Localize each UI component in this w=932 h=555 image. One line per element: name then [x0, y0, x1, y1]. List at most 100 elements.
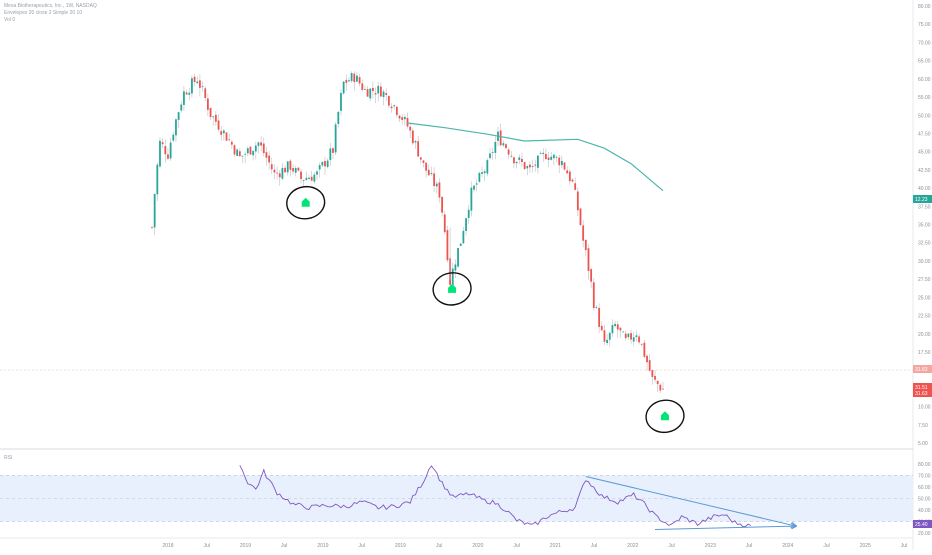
candle-up [635, 335, 638, 338]
candle-up [153, 193, 156, 228]
time-tick-label: Jul [668, 543, 674, 549]
candle-up [254, 145, 257, 152]
candle-down [603, 330, 606, 342]
candle-up [489, 153, 491, 159]
candle-up [156, 164, 159, 195]
candle-down [417, 141, 420, 157]
candle-up [364, 89, 366, 90]
candle-up [180, 104, 183, 111]
candle-down [372, 87, 374, 92]
candle-down [579, 208, 582, 226]
price-tick-label: 75.00 [918, 22, 931, 28]
candle-down [659, 384, 662, 391]
rsi-trendline-upper [585, 475, 796, 526]
candle-up [201, 86, 204, 88]
candle-up [169, 142, 172, 159]
candle-down [513, 157, 515, 164]
candle-up [337, 111, 340, 125]
candle-up [611, 325, 614, 334]
candle-down [361, 83, 364, 90]
candle-up [175, 119, 177, 136]
candle-down [225, 132, 228, 141]
time-tick-label: 2025 [860, 543, 871, 549]
candle-up [542, 152, 545, 154]
candle-down [151, 227, 153, 228]
candle-up [308, 177, 310, 180]
rsi-tick-label: 60.00 [918, 485, 931, 491]
rsi-tick-label: 70.00 [918, 473, 931, 479]
rsi-value-tag-text: 25.40 [915, 522, 928, 528]
price-tick-label: 42.50 [918, 168, 931, 174]
candle-down [390, 106, 393, 109]
candle-up [212, 116, 215, 118]
candle-down [228, 139, 231, 141]
candle-down [651, 370, 654, 377]
candle-down [217, 120, 220, 130]
candle-up [294, 167, 297, 173]
candle-down [499, 130, 502, 146]
candle-up [494, 141, 497, 153]
candle-up [305, 177, 308, 181]
last-price-tag-text: 31.63 [915, 367, 928, 373]
candle-down [587, 248, 590, 271]
candle-down [161, 142, 164, 145]
candle-down [214, 114, 217, 122]
time-tick-label: Jul [358, 543, 364, 549]
candle-down [427, 169, 430, 176]
candle-down [332, 148, 334, 153]
candle-down [654, 376, 656, 380]
price-tick-label: 47.50 [918, 131, 931, 137]
candle-down [521, 158, 523, 163]
candle-down [406, 117, 409, 127]
candle-down [443, 214, 446, 233]
candle-up [403, 116, 406, 120]
rsi-pane-title: RSI [4, 455, 13, 461]
candle-up [451, 268, 454, 286]
candle-up [465, 218, 467, 231]
candle-up [531, 166, 534, 167]
candle-up [539, 153, 542, 154]
candle-up [340, 92, 342, 111]
price-tick-label: 5.00 [918, 441, 928, 447]
candle-up [560, 160, 563, 166]
candle-up [457, 248, 459, 267]
candle-up [286, 161, 289, 173]
candle-up [555, 156, 558, 158]
candle-up [191, 78, 193, 94]
time-tick-label: 2021 [550, 543, 561, 549]
time-tick-label: Jul [746, 543, 752, 549]
candle-down [249, 146, 252, 155]
rsi-tick-label: 80.00 [918, 462, 931, 468]
time-tick-label: Jul [513, 543, 519, 549]
price-tick-label: 50.00 [918, 113, 931, 119]
candle-down [648, 360, 651, 371]
time-tick-label: 2024 [782, 543, 793, 549]
candle-up [515, 161, 518, 164]
candle-down [640, 343, 643, 345]
candle-up [478, 172, 481, 182]
candle-down [385, 93, 388, 95]
candle-down [558, 157, 561, 166]
rsi-trendline-lower [655, 526, 796, 531]
highlight-circle [432, 272, 472, 306]
candle-up [257, 142, 260, 146]
ma-price-tag-bg [913, 195, 932, 203]
candle-down [230, 141, 233, 145]
time-tick-label: 2023 [705, 543, 716, 549]
candle-down [358, 77, 361, 84]
candle-down [353, 73, 356, 83]
candle-up [550, 156, 553, 160]
rsi-line [239, 465, 752, 528]
candle-up [537, 155, 539, 168]
candle-up [318, 165, 321, 170]
price-tick-label: 60.00 [918, 77, 931, 83]
candle-up [462, 230, 465, 244]
candle-down [193, 76, 196, 82]
candle-up [313, 174, 316, 182]
price-tick-label: 20.00 [918, 332, 931, 338]
candle-down [571, 179, 574, 182]
candle-up [159, 140, 161, 167]
candle-up [177, 112, 180, 120]
candle-up [369, 88, 372, 99]
